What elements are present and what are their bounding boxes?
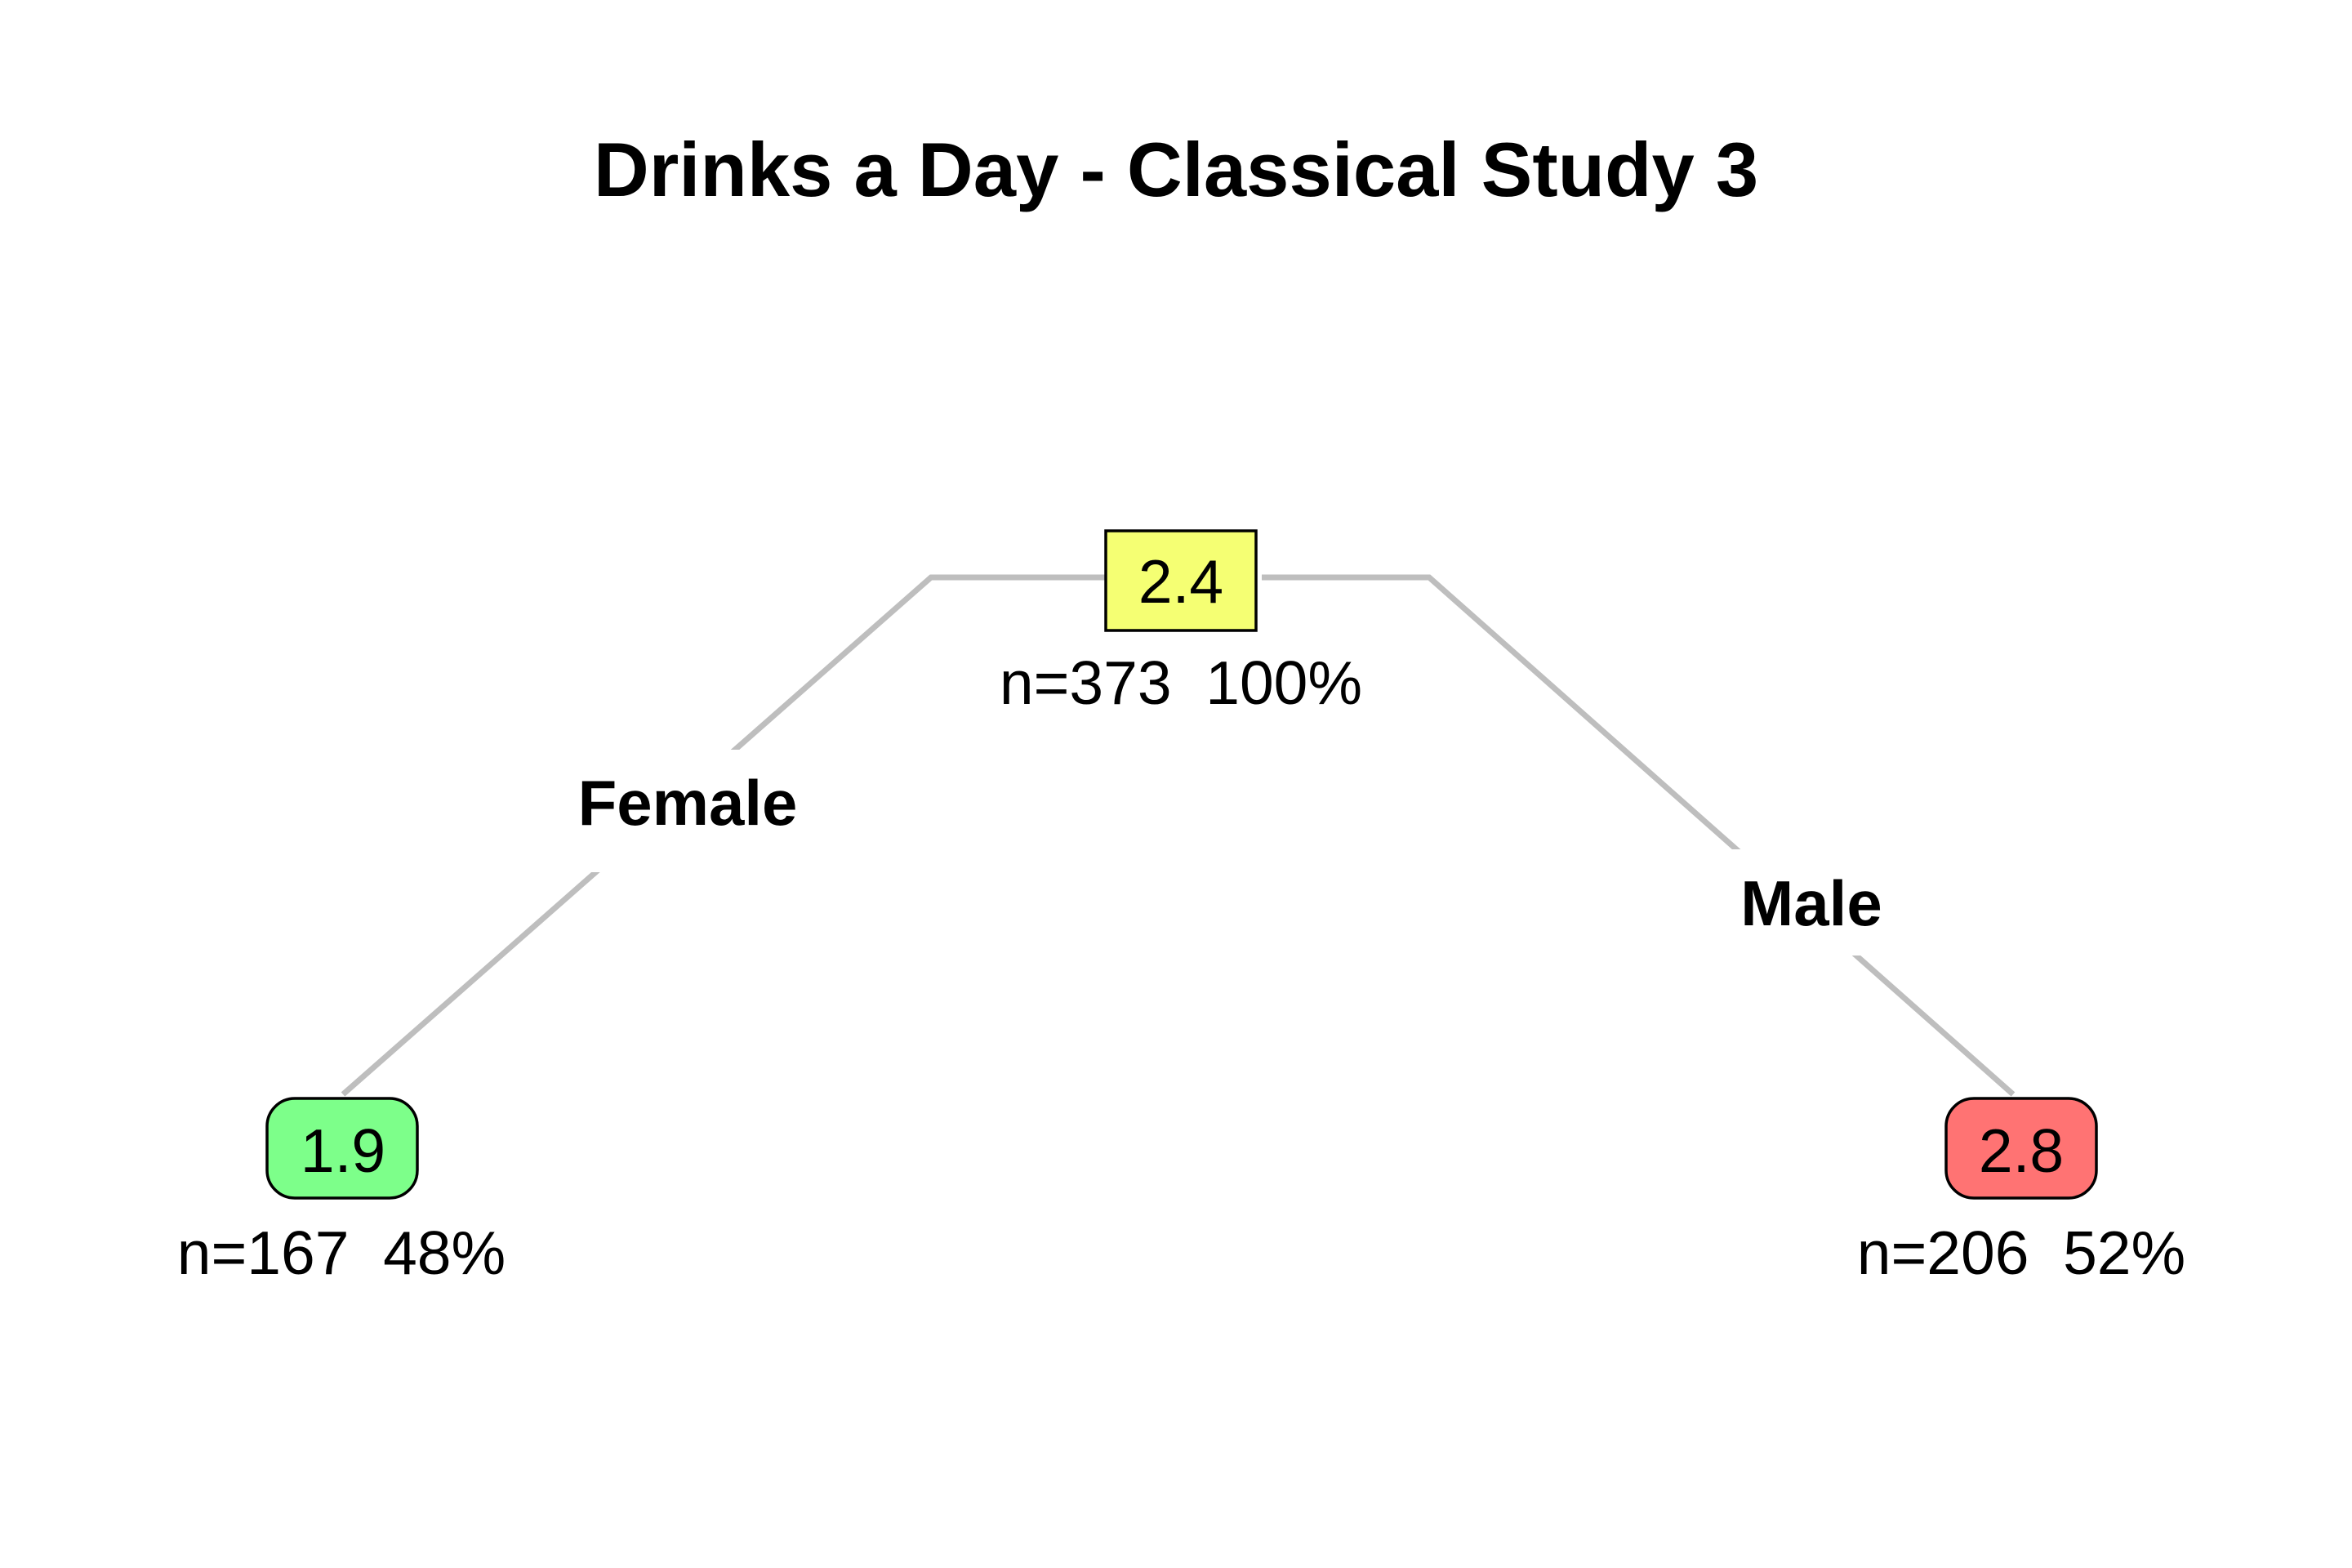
edge-label-female: Female bbox=[578, 767, 798, 839]
leaf-node-female: 1.9 n=167 48% bbox=[177, 1097, 506, 1287]
edge-label-left-background bbox=[564, 750, 808, 872]
edge-label-male: Male bbox=[1740, 867, 1882, 939]
root-node-stats: n=373 100% bbox=[1000, 648, 1362, 717]
leaf-node-female-stats: n=167 48% bbox=[177, 1218, 506, 1287]
leaf-node-female-value: 1.9 bbox=[301, 1116, 385, 1185]
leaf-node-male-box bbox=[1944, 1097, 2098, 1200]
root-node-box bbox=[1104, 529, 1258, 632]
edge-left bbox=[341, 574, 1107, 1097]
edge-label-right-background bbox=[1723, 849, 1903, 956]
root-node-value: 2.4 bbox=[1138, 547, 1223, 616]
edge-label-right-group: Male bbox=[1723, 849, 1903, 956]
leaf-node-male-value: 2.8 bbox=[1979, 1116, 2064, 1185]
diagram-title: Drinks a Day - Classical Study 3 bbox=[594, 127, 1758, 212]
leaf-node-female-box bbox=[265, 1097, 419, 1200]
edge-label-left-group: Female bbox=[564, 750, 808, 872]
leaf-node-male: 2.8 n=206 52% bbox=[1857, 1097, 2185, 1287]
leaf-node-male-stats: n=206 52% bbox=[1857, 1218, 2185, 1287]
edge-right bbox=[1262, 574, 2016, 1097]
root-node: 2.4 n=373 100% bbox=[1000, 529, 1362, 717]
